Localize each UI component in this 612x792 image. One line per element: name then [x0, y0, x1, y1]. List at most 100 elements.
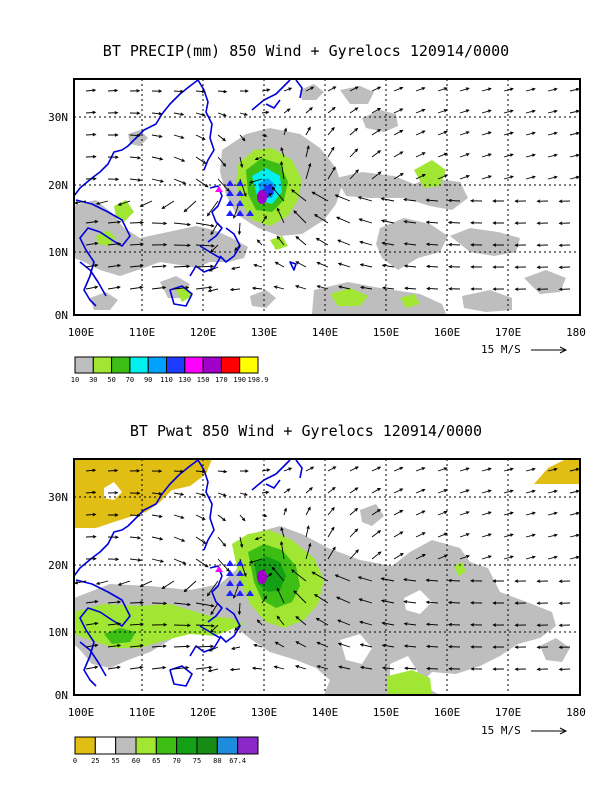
lat-label: 20N [48, 559, 68, 572]
wind-vector-head [210, 223, 215, 228]
wind-vector-head [231, 646, 236, 650]
precip-lon-labels: 100E 110E 120E 130E 140E 150E 160E 170E … [68, 326, 586, 339]
wind-vector-head [381, 263, 386, 268]
wind-vector-head [222, 163, 227, 167]
wind-vector-head [514, 243, 519, 247]
wind-vector [195, 222, 214, 227]
wind-vector [173, 286, 189, 290]
wind-vector-head [139, 264, 144, 268]
wind-vector [195, 624, 214, 627]
wind-vector [257, 619, 263, 626]
wind-vector [295, 665, 307, 670]
wind-vector [327, 466, 336, 472]
wind-vector [293, 590, 307, 604]
wind-vector [173, 112, 184, 116]
wind-vector-head [244, 89, 249, 93]
wind-vector [74, 200, 87, 204]
cyclone-center-marker [257, 570, 267, 584]
wind-vector [404, 623, 417, 626]
wind-vector-head [558, 287, 563, 292]
wind-vector-head [180, 515, 185, 519]
wind-vector-head [201, 516, 206, 520]
wind-vector-head [279, 540, 284, 545]
wind-vector-head [359, 665, 364, 670]
wind-vector [426, 265, 439, 268]
wind-vector-head [222, 137, 227, 142]
wind-vector-head [465, 175, 470, 179]
wind-vector-head [536, 601, 541, 605]
precip-colorbar: 10 30 50 70 90 110 130 150 170 190 198.9 [71, 356, 269, 384]
wind-vector-head [263, 215, 267, 220]
wind-vector-head [311, 191, 316, 195]
wind-vector-head [553, 511, 558, 516]
wind-vector-head [185, 666, 190, 670]
wind-vector-head [243, 193, 247, 198]
wind-vector-head [94, 220, 99, 224]
wind-vector [403, 578, 417, 582]
wind-vector-head [211, 244, 216, 248]
wind-vector-head [377, 171, 382, 175]
wind-vector-head [421, 488, 426, 493]
wind-vector-head [266, 468, 271, 472]
wind-vector-head [315, 237, 320, 242]
wind-vector [338, 666, 351, 670]
wind-vector-head [309, 107, 313, 111]
wind-vector [253, 264, 263, 268]
wind-vector-head [187, 602, 192, 607]
wind-vector [404, 243, 417, 246]
colorbar-tick-label: 50 [107, 376, 115, 384]
wind-vector [335, 194, 351, 202]
wind-vector [437, 532, 448, 538]
wind-vector [85, 491, 96, 494]
wind-vector-head [355, 169, 359, 174]
wind-vector-head [354, 528, 359, 533]
wind-vector-head [180, 135, 185, 139]
wind-vector [327, 547, 336, 560]
wind-vector-head [354, 148, 359, 153]
wind-vector [208, 288, 219, 292]
wind-vector-head [575, 153, 580, 158]
wind-vector [547, 132, 557, 136]
wind-vector [405, 287, 417, 290]
wind-vector-head [399, 129, 404, 134]
wind-vector-head [403, 220, 408, 224]
wind-vector-head [509, 175, 514, 179]
wind-vector-head [248, 560, 253, 564]
wind-vector [85, 111, 96, 114]
wind-vector [173, 156, 185, 162]
wind-vector [253, 644, 263, 648]
colorbar-swatch [155, 736, 178, 755]
wind-vector [305, 526, 310, 538]
wind-vector-head [487, 533, 492, 537]
wind-vector-head [465, 555, 470, 559]
wind-vector [239, 112, 248, 116]
wind-vector-head [283, 127, 287, 132]
wind-vector [448, 222, 461, 224]
wind-vector [338, 263, 351, 268]
wind-vector [525, 88, 535, 92]
wind-vector [195, 492, 205, 496]
wind-vector-head [137, 558, 142, 562]
wind-vector-head [254, 536, 259, 541]
wind-vector [316, 238, 329, 246]
wind-vector-head [421, 532, 426, 536]
wind-vector [140, 580, 153, 587]
wind-vector [393, 531, 403, 538]
wind-vector [275, 641, 285, 648]
wind-vector-head [332, 86, 337, 90]
wind-vector [195, 602, 214, 607]
wind-vector-head [553, 467, 558, 472]
wind-vector [437, 467, 447, 472]
wind-vector-head [377, 530, 382, 534]
wind-vector [481, 511, 491, 516]
colorbar-tick-label: 110 [160, 376, 173, 384]
wind-vector-head [229, 287, 234, 292]
wind-vector-head [161, 205, 166, 210]
wind-vector [305, 127, 311, 136]
wind-vector-head [514, 601, 519, 605]
wind-vector-head [575, 131, 580, 136]
wind-vector [195, 90, 205, 93]
wind-vector [415, 467, 425, 472]
wind-vector [283, 467, 292, 472]
wind-vector-head [204, 183, 209, 188]
